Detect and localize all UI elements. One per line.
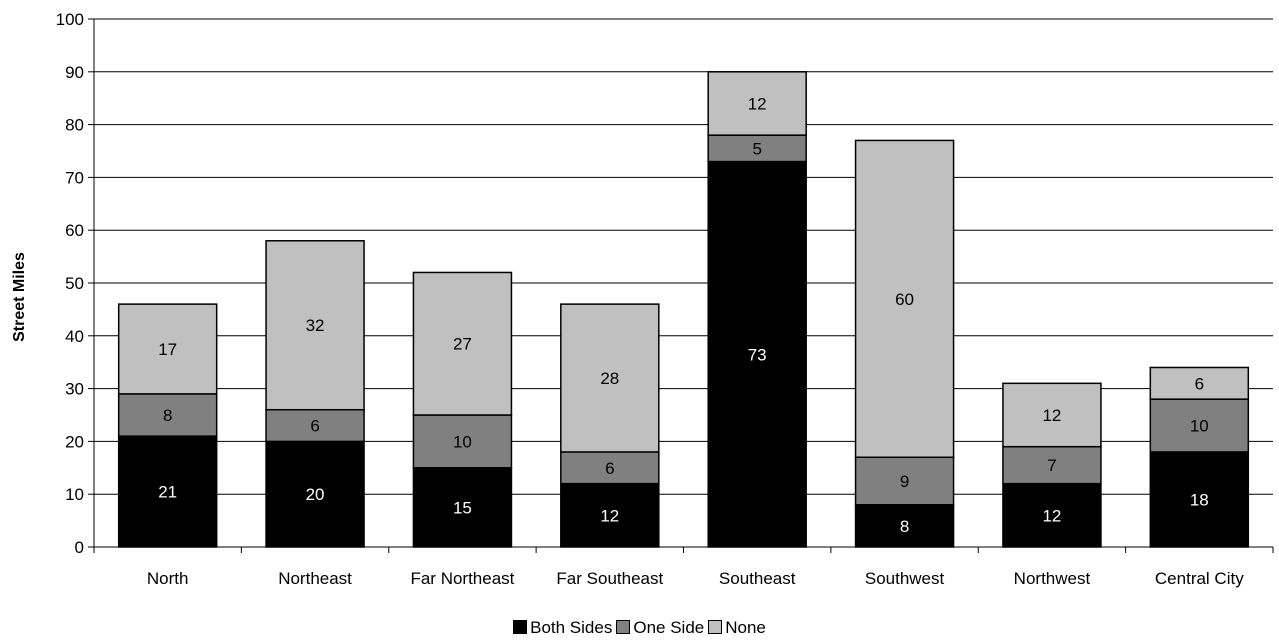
y-tick-label: 30	[65, 380, 84, 399]
data-label: 8	[900, 517, 909, 536]
data-label: 10	[1190, 417, 1209, 436]
data-label: 12	[1042, 506, 1061, 525]
bar-segment	[707, 160, 807, 548]
bar-segment	[1149, 366, 1250, 400]
axes: 0 10 20 30 40 50 60 70 80 90 100 North Northeast Far …	[56, 10, 1274, 588]
y-tick-label: 100	[56, 10, 84, 29]
data-label: 12	[600, 506, 619, 525]
data-label: 6	[605, 459, 614, 478]
x-tick-label: Southwest	[865, 569, 945, 588]
bar-segment	[560, 303, 660, 453]
legend-item: None	[708, 618, 766, 638]
data-label: 60	[895, 290, 914, 309]
y-tick-label: 0	[75, 538, 84, 557]
legend-label: One Side	[633, 618, 705, 637]
x-tick-label: Far Southeast	[556, 569, 663, 588]
bar-segment	[265, 240, 365, 411]
bar-segment	[117, 303, 218, 395]
data-label: 73	[748, 345, 767, 364]
data-label: 12	[748, 94, 767, 113]
bar-segment	[854, 139, 955, 458]
x-tick-label: Northeast	[278, 569, 352, 588]
y-tick-label: 80	[65, 116, 84, 135]
legend-label: None	[725, 618, 766, 637]
data-label: 17	[158, 340, 177, 359]
x-tick-label: Central City	[1155, 569, 1244, 588]
x-tick-label: Far Northeast	[410, 569, 514, 588]
bars	[117, 71, 1250, 548]
data-label: 27	[453, 335, 472, 354]
data-label: 9	[900, 472, 909, 491]
bar-segment	[412, 414, 513, 469]
bar-segment	[265, 408, 365, 443]
y-tick-label: 70	[65, 168, 84, 187]
data-label: 21	[158, 483, 177, 502]
legend: Both Sides One Side None	[0, 618, 1279, 638]
data-label: 8	[163, 406, 172, 425]
data-label: 6	[310, 417, 319, 436]
data-labels: 21 8 17 20 6 32 15 10 27 12 6 28 73 5 12 8 9 60 12 7 12 18 10 6	[158, 94, 1209, 535]
legend-label: Both Sides	[530, 618, 613, 637]
data-label: 32	[306, 316, 325, 335]
data-label: 18	[1190, 490, 1209, 509]
stacked-bar-chart: 2181720632151027126287351289601271218106…	[11, 10, 1274, 588]
bar-segment	[265, 440, 365, 548]
bar-segment	[412, 467, 513, 548]
bar-segment	[412, 271, 513, 416]
data-label: 15	[453, 498, 472, 517]
legend-item: One Side	[616, 618, 704, 638]
bar-segment	[1149, 398, 1250, 453]
y-tick-label: 50	[65, 274, 84, 293]
legend-swatch	[708, 620, 723, 634]
bar-segment	[854, 456, 955, 506]
bar-segment	[1002, 382, 1102, 448]
x-tick-label: Northwest	[1014, 569, 1091, 588]
bar-segment	[1149, 451, 1250, 548]
y-tick-label: 90	[65, 63, 84, 82]
bar-segment	[707, 71, 807, 136]
y-tick-label: 40	[65, 327, 84, 346]
data-label: 20	[306, 485, 325, 504]
y-axis-label: Street Miles	[11, 252, 28, 342]
bar-segment	[560, 451, 660, 485]
data-label: 10	[453, 432, 472, 451]
legend-swatch	[616, 620, 631, 634]
data-label: 28	[600, 369, 619, 388]
data-label: 12	[1042, 406, 1061, 425]
data-label: 6	[1195, 374, 1204, 393]
data-label: 7	[1047, 456, 1056, 475]
bar-segment	[560, 482, 660, 548]
y-tick-label: 60	[65, 221, 84, 240]
legend-item: Both Sides	[513, 618, 612, 638]
data-label: 5	[752, 139, 761, 158]
y-tick-label: 10	[65, 485, 84, 504]
x-tick-label: North	[147, 569, 189, 588]
legend-swatch	[513, 620, 528, 634]
y-tick-label: 20	[65, 432, 84, 451]
x-tick-label: Southeast	[719, 569, 796, 588]
